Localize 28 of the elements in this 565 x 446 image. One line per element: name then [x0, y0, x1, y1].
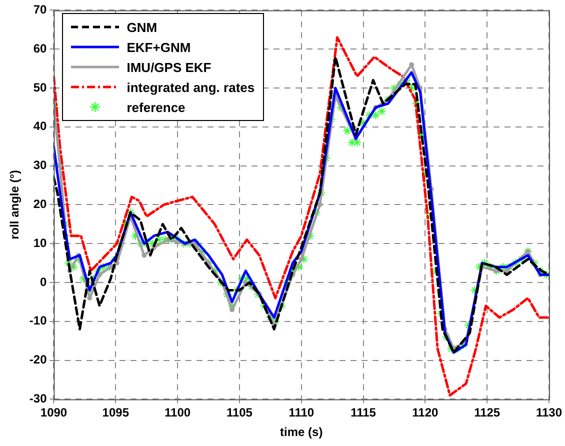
x-tick-label: 1115	[350, 406, 376, 420]
x-tick-label: 1090	[40, 406, 68, 420]
x-tick-label: 1120	[412, 406, 439, 420]
y-tick-label: 20	[33, 197, 48, 212]
x-axis-title: time (s)	[280, 425, 323, 440]
y-tick-label: 10	[33, 236, 48, 250]
y-tick-label: 70	[33, 2, 48, 17]
y-tick-label: 60	[33, 41, 48, 56]
x-tick-label: 1125	[474, 406, 500, 420]
legend-label: integrated ang. rates	[126, 80, 255, 95]
line-series	[54, 36, 549, 397]
y-tick-label: -10	[29, 314, 48, 328]
y-tick-label: 50	[33, 80, 48, 94]
legend-label: IMU/GPS EKF	[126, 60, 212, 75]
y-tick-label: 0	[40, 274, 48, 289]
y-tick-label: 30	[33, 158, 48, 172]
legend-label: EKF+GNM	[126, 40, 191, 55]
y-tick-label: 40	[33, 119, 48, 134]
legend-label: GNM	[126, 20, 158, 35]
x-tick-label: 1095	[102, 406, 130, 420]
y-axis-title: roll angle (°)	[8, 170, 22, 240]
x-tick-label: 1100	[164, 406, 191, 420]
y-tick-label: -20	[29, 352, 48, 367]
legend-label: reference	[126, 100, 186, 115]
x-tick-label: 1130	[536, 406, 562, 420]
x-tick-label: 1110	[288, 406, 314, 420]
y-tick-label: -30	[29, 392, 48, 406]
x-tick-label: 1105	[226, 406, 253, 420]
